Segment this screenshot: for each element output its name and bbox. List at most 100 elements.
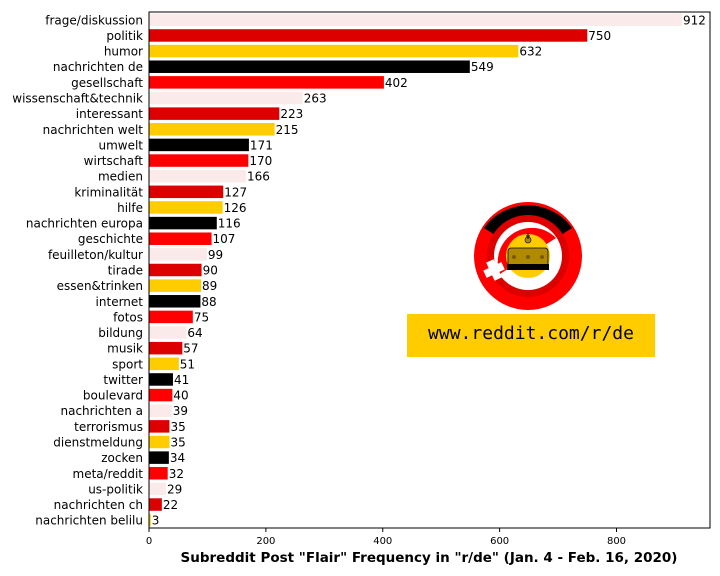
value-label: 549: [471, 60, 494, 74]
bar-0: [149, 13, 682, 27]
logo-url-text: www.reddit.com/r/de: [428, 323, 634, 344]
bars-group: [149, 13, 682, 527]
bar-21: [149, 341, 183, 355]
bar-19: [149, 310, 193, 324]
bar-25: [149, 404, 172, 417]
value-label: 89: [202, 279, 217, 293]
category-label: politik: [106, 29, 143, 43]
bar-18: [149, 295, 201, 308]
value-label: 88: [201, 295, 216, 309]
x-tick-label: 200: [256, 536, 275, 547]
value-labels: 9127506325494022632232151711701661271261…: [152, 13, 706, 527]
category-labels: frage/diskussionpolitikhumornachrichten …: [12, 13, 143, 527]
bar-12: [149, 201, 223, 214]
category-label: humor: [104, 45, 143, 59]
value-label: 750: [588, 29, 611, 43]
category-label: musik: [107, 342, 143, 356]
value-label: 912: [683, 13, 706, 27]
value-label: 34: [170, 451, 185, 465]
category-label: sport: [112, 357, 143, 371]
category-label: meta/reddit: [73, 467, 144, 481]
x-axis-ticks: 0 200 400 600 800: [146, 528, 626, 547]
value-label: 170: [249, 154, 272, 168]
category-label: kriminalität: [74, 185, 143, 199]
bar-32: [149, 513, 151, 527]
bar-30: [149, 482, 166, 496]
value-label: 32: [169, 467, 184, 481]
bar-23: [149, 373, 173, 386]
value-label: 402: [385, 76, 408, 90]
value-label: 35: [170, 420, 185, 434]
category-label: nachrichten welt: [43, 123, 144, 137]
category-label: geschichte: [78, 232, 143, 246]
value-label: 171: [250, 138, 273, 152]
x-tick-label: 0: [146, 536, 152, 547]
category-label: feuilleton/kultur: [48, 248, 143, 262]
bar-13: [149, 216, 217, 230]
category-label: frage/diskussion: [45, 13, 143, 27]
category-label: terrorismus: [74, 420, 143, 434]
value-label: 22: [163, 498, 178, 512]
bar-10: [149, 169, 247, 183]
bar-24: [149, 388, 173, 402]
bar-20: [149, 326, 187, 339]
bar-6: [149, 107, 280, 120]
value-label: 51: [180, 357, 195, 371]
category-label: gesellschaft: [71, 76, 143, 90]
category-label: nachrichten de: [53, 60, 143, 74]
category-label: internet: [96, 295, 144, 309]
category-label: umwelt: [98, 138, 143, 152]
category-label: wirtschaft: [84, 154, 144, 168]
value-label: 263: [304, 92, 327, 106]
value-label: 126: [224, 201, 247, 215]
bar-4: [149, 76, 384, 89]
value-label: 127: [224, 185, 247, 199]
category-label: nachrichten a: [61, 404, 144, 418]
bar-3: [149, 60, 470, 73]
value-label: 107: [213, 232, 236, 246]
value-label: 40: [173, 389, 188, 403]
value-label: 90: [203, 264, 218, 278]
value-label: 64: [187, 326, 202, 340]
bar-5: [149, 91, 303, 105]
value-label: 29: [167, 482, 182, 496]
reddit-de-logo: www.reddit.com/r/de: [407, 202, 655, 357]
bar-9: [149, 154, 249, 167]
value-label: 3: [152, 514, 160, 528]
category-label: nachrichten belilu: [35, 514, 143, 528]
value-label: 75: [194, 310, 209, 324]
bar-14: [149, 232, 212, 245]
bar-2: [149, 44, 519, 58]
x-tick-label: 600: [490, 536, 509, 547]
bar-29: [149, 467, 168, 480]
value-label: 35: [170, 436, 185, 450]
category-label: wissenschaft&technik: [12, 92, 143, 106]
logo-emblem: [474, 202, 582, 310]
bar-7: [149, 123, 275, 136]
category-label: medien: [98, 170, 143, 184]
bar-22: [149, 357, 179, 371]
value-label: 166: [247, 170, 270, 184]
category-label: interessant: [76, 107, 144, 121]
bar-1: [149, 29, 588, 42]
x-axis-label: Subreddit Post "Flair" Frequency in "r/d…: [181, 550, 678, 566]
bar-28: [149, 451, 169, 464]
category-label: bildung: [98, 326, 143, 340]
axes-frame: [148, 11, 711, 529]
bar-8: [149, 138, 249, 152]
value-label: 116: [218, 217, 241, 231]
logo-url-box: www.reddit.com/r/de: [407, 314, 655, 357]
value-label: 41: [174, 373, 189, 387]
category-label: zocken: [101, 451, 143, 465]
bar-11: [149, 185, 224, 199]
category-label: hilfe: [117, 201, 143, 215]
bar-27: [149, 435, 170, 449]
bar-15: [149, 248, 207, 261]
value-label: 223: [280, 107, 303, 121]
bar-17: [149, 279, 202, 292]
value-label: 39: [173, 404, 188, 418]
category-label: fotos: [113, 310, 143, 324]
category-label: twitter: [103, 373, 143, 387]
x-tick-label: 400: [373, 536, 392, 547]
